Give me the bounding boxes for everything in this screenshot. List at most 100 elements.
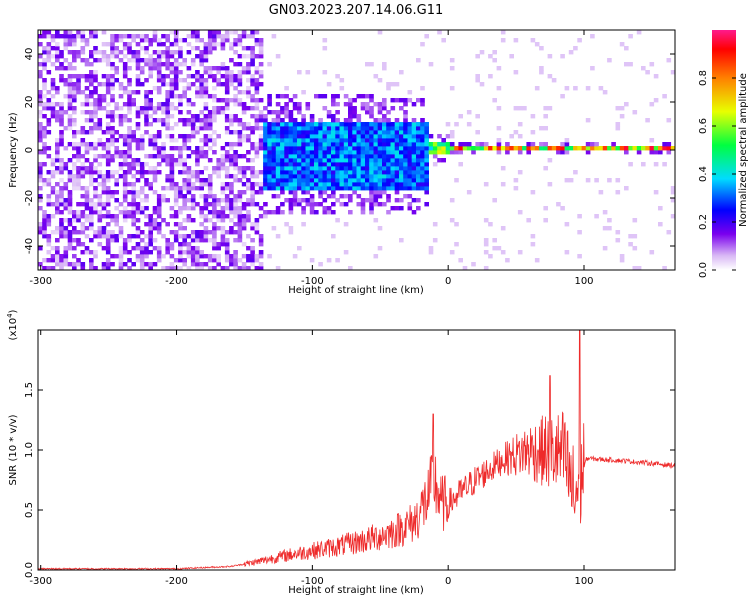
heatmap-cell: [97, 234, 103, 239]
heatmap-cell: [127, 234, 132, 239]
heatmap-cell: [305, 134, 311, 139]
heatmap-cell: [161, 142, 166, 147]
heatmap-cell: [93, 50, 98, 55]
heatmap-cell: [258, 254, 264, 259]
heatmap-cell: [454, 150, 459, 155]
heatmap-cell: [203, 198, 209, 203]
heatmap-cell: [135, 206, 141, 211]
heatmap-cell: [55, 198, 60, 203]
heatmap-cell: [63, 46, 69, 51]
heatmap-cell: [72, 210, 77, 215]
heatmap-cell: [394, 142, 400, 147]
heatmap-cell: [101, 246, 107, 251]
heatmap-cell: [386, 166, 391, 171]
heatmap-cell: [144, 234, 149, 239]
heatmap-cell: [305, 70, 311, 75]
heatmap-cell: [645, 118, 650, 123]
heatmap-cell: [76, 78, 81, 83]
colorbar-tick-label: 0.8: [698, 70, 709, 86]
heatmap-cell: [254, 66, 260, 71]
heatmap-cell: [318, 150, 323, 155]
heatmap-cell: [127, 266, 132, 270]
heatmap-cell: [127, 250, 132, 255]
heatmap-cell: [199, 182, 204, 187]
heatmap-cell: [55, 206, 60, 211]
heatmap-cell: [114, 206, 119, 211]
heatmap-cell: [161, 42, 166, 47]
heatmap-cell: [530, 38, 536, 43]
heatmap-cell: [178, 254, 183, 259]
heatmap-cell: [369, 186, 374, 191]
heatmap-cell: [152, 262, 158, 267]
heatmap-cell: [122, 70, 128, 75]
heatmap-cell: [462, 142, 468, 147]
heatmap-cell: [254, 266, 260, 270]
heatmap-cell: [237, 74, 243, 79]
heatmap-cell: [144, 254, 149, 259]
heatmap-cell: [156, 162, 162, 167]
heatmap-cell: [326, 110, 332, 115]
heatmap-cell: [373, 150, 379, 155]
heatmap-cell: [377, 78, 383, 83]
heatmap-cell: [348, 162, 353, 167]
heatmap-cell: [67, 102, 73, 107]
heatmap-cell: [407, 202, 413, 207]
heatmap-cell: [360, 206, 366, 211]
heatmap-cell: [407, 158, 413, 163]
heatmap-cell: [246, 126, 251, 131]
heatmap-cell: [564, 222, 570, 227]
heatmap-cell: [343, 178, 349, 183]
heatmap-cell: [365, 126, 370, 131]
heatmap-cell: [267, 102, 272, 107]
heatmap-cell: [199, 78, 204, 83]
heatmap-cell: [284, 134, 289, 139]
heatmap-cell: [365, 62, 370, 67]
heatmap-cell: [505, 142, 510, 147]
heatmap-cell: [301, 166, 306, 171]
heatmap-cell: [373, 142, 379, 147]
heatmap-cell: [212, 258, 217, 263]
heatmap-cell: [356, 186, 362, 191]
heatmap-cell: [356, 170, 362, 175]
heatmap-cell: [190, 182, 196, 187]
heatmap-cell: [161, 122, 166, 127]
heatmap-cell: [220, 62, 226, 67]
heatmap-cell: [93, 230, 98, 235]
heatmap-cell: [207, 266, 213, 270]
heatmap-cell: [67, 142, 73, 147]
heatmap-cell: [169, 206, 175, 211]
heatmap-cell: [190, 234, 196, 239]
heatmap-cell: [148, 106, 153, 111]
heatmap-cell: [42, 58, 47, 63]
heatmap-cell: [275, 234, 281, 239]
heatmap-cell: [382, 122, 387, 127]
heatmap-cell: [241, 46, 247, 51]
heatmap-cell: [577, 254, 582, 259]
heatmap-cell: [428, 134, 434, 139]
heatmap-cell: [67, 30, 73, 35]
heatmap-cell: [63, 262, 69, 267]
heatmap-cell: [203, 102, 209, 107]
heatmap-cell: [110, 174, 115, 179]
heatmap-cell: [530, 142, 536, 147]
heatmap-cell: [105, 250, 111, 255]
heatmap-cell: [335, 154, 340, 159]
heatmap-cell: [178, 98, 183, 103]
heatmap-cell: [127, 42, 132, 47]
heatmap-cell: [148, 262, 153, 267]
heatmap-cell: [173, 38, 179, 43]
heatmap-cell: [224, 174, 230, 179]
heatmap-cell: [165, 198, 170, 203]
heatmap-cell: [394, 134, 400, 139]
heatmap-cell: [394, 206, 400, 211]
heatmap-cell: [326, 174, 332, 179]
heatmap-cell: [369, 162, 374, 167]
heatmap-cell: [288, 210, 294, 215]
heatmap-cell: [224, 142, 230, 147]
heatmap-cell: [97, 210, 103, 215]
heatmap-cell: [216, 134, 221, 139]
heatmap-cell: [224, 266, 230, 270]
heatmap-cell: [250, 258, 255, 263]
heatmap-cell: [411, 198, 417, 203]
heatmap-cell: [390, 82, 396, 87]
